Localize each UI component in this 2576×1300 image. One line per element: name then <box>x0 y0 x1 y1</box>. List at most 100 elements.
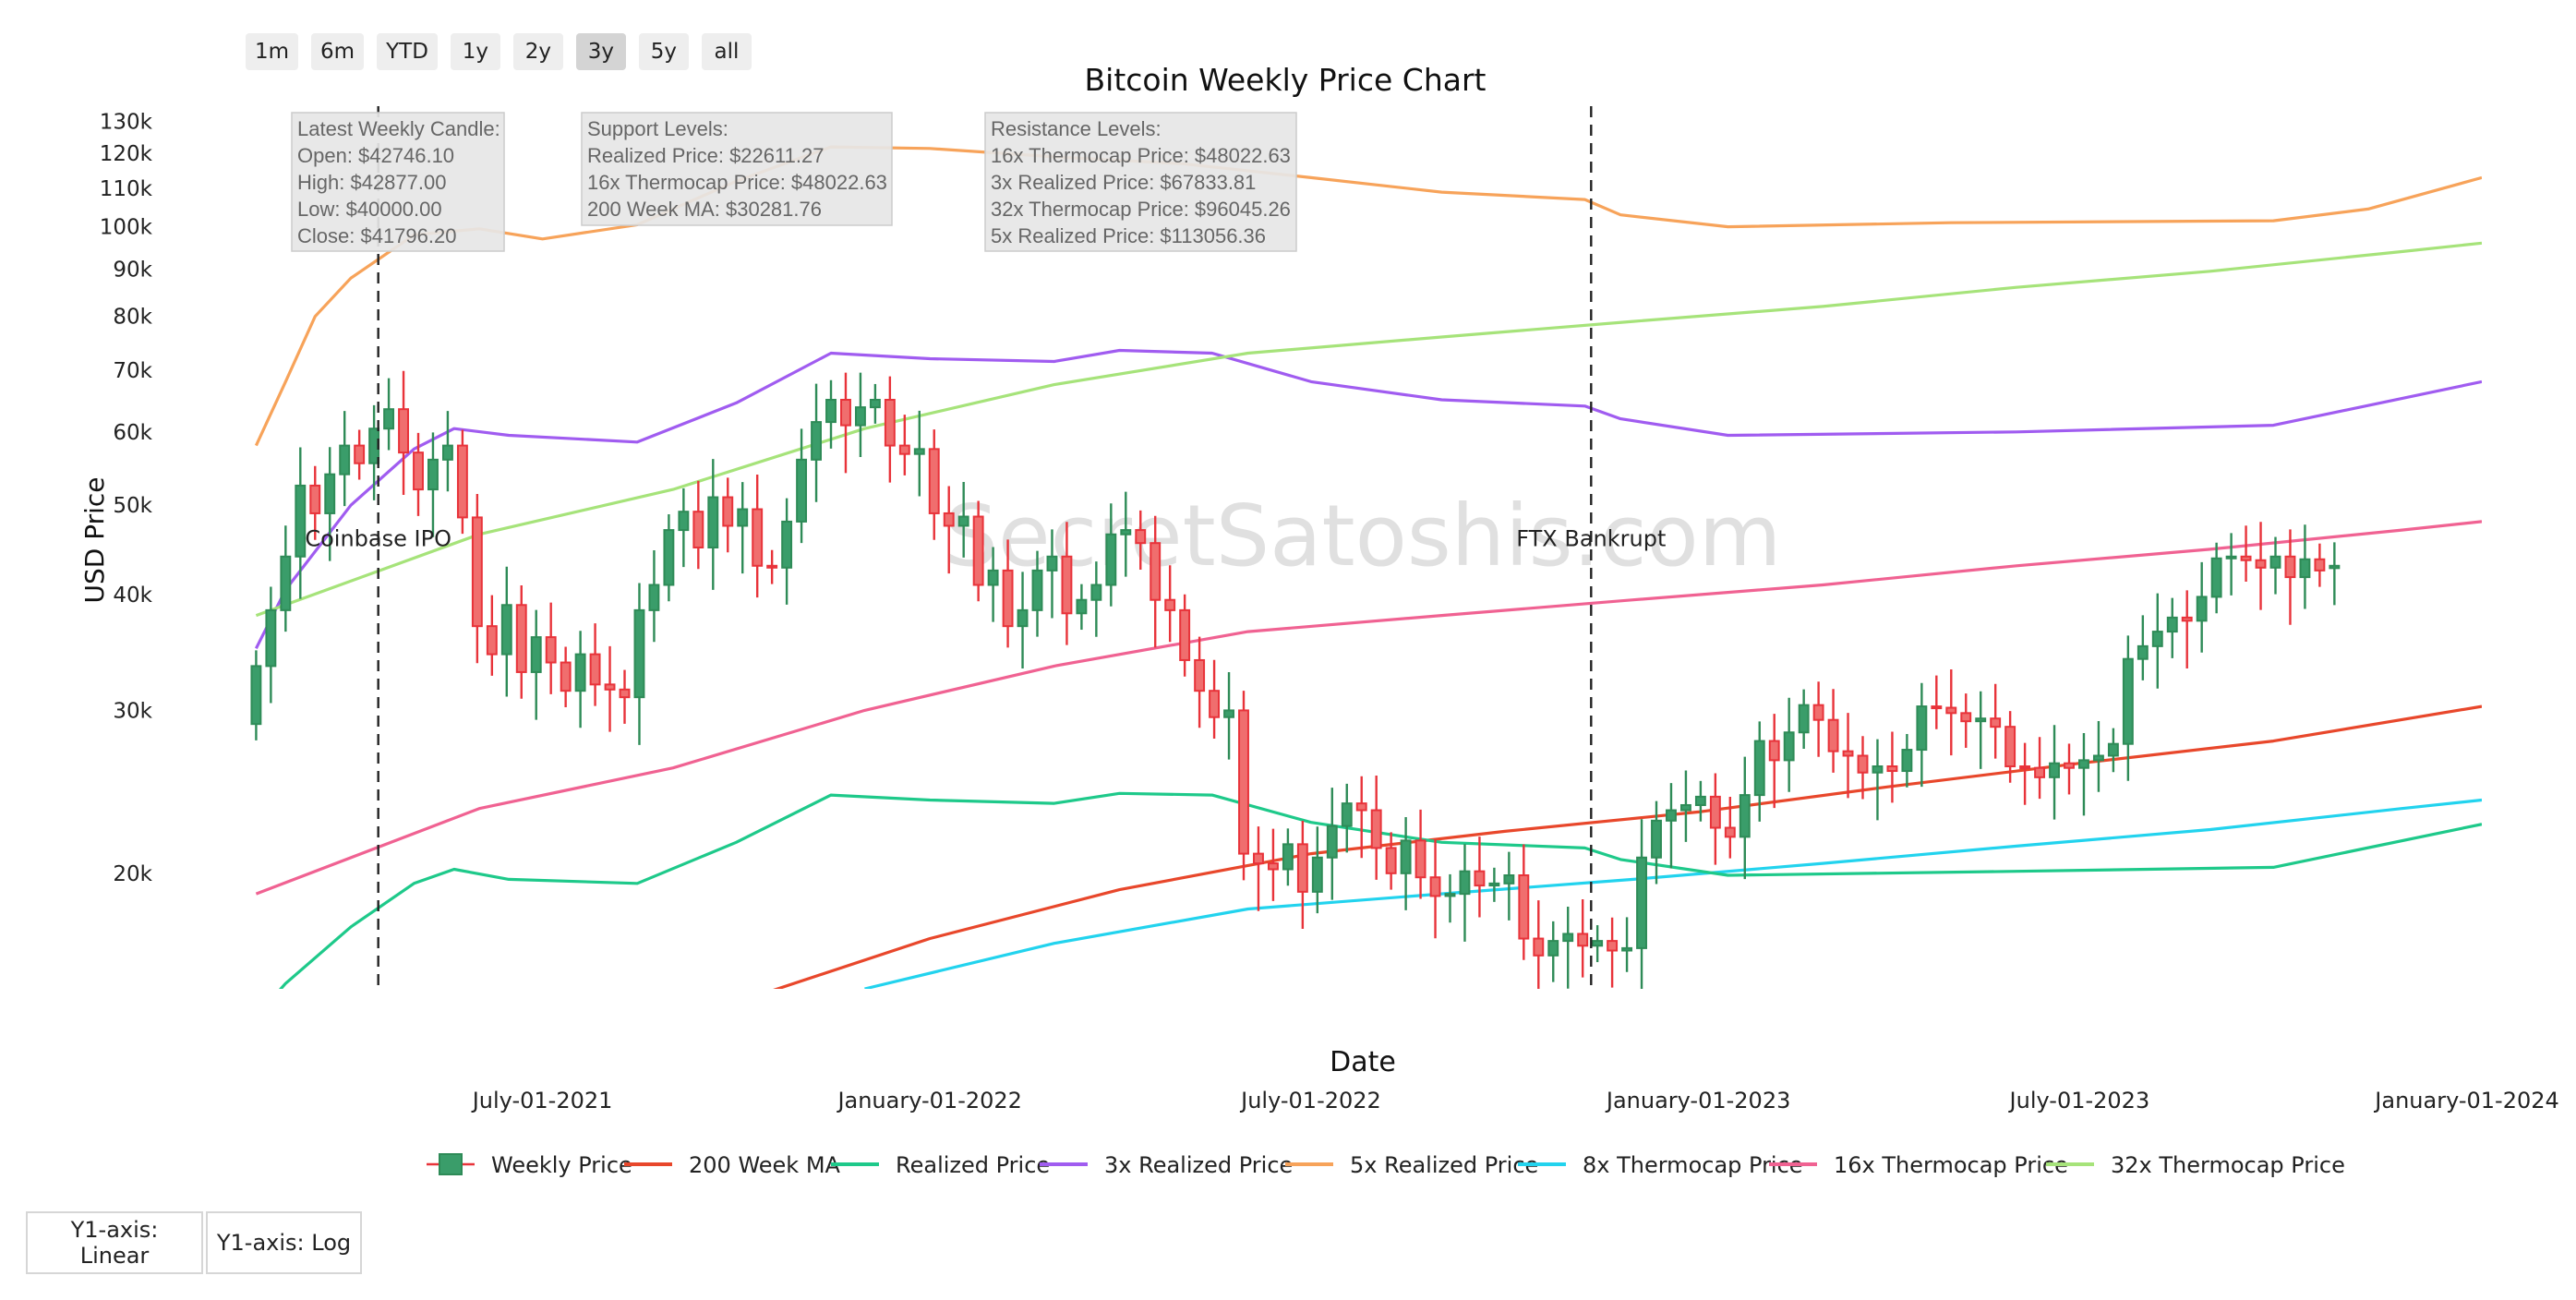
range-button-1m[interactable]: 1m <box>246 33 299 70</box>
candle-body <box>2019 765 2031 770</box>
candle-body <box>1724 826 1736 838</box>
resistance-levels-title: Resistance Levels: <box>991 117 1162 140</box>
latest-candle-line: Low: $40000.00 <box>297 198 442 221</box>
candle <box>1444 873 1456 923</box>
candle-body <box>1179 608 1191 661</box>
candle <box>574 631 586 728</box>
candle <box>2196 561 2208 653</box>
candle-body <box>928 448 940 514</box>
candle <box>648 550 660 643</box>
candle-body <box>441 444 453 461</box>
candle-body <box>309 484 321 514</box>
range-button-1y[interactable]: 1y <box>450 33 500 70</box>
candle <box>2284 529 2296 625</box>
y-axis-log-button[interactable]: Y1-axis: Log <box>206 1211 362 1274</box>
candle <box>280 525 292 632</box>
candle-body <box>722 496 734 527</box>
candle <box>1739 756 1751 880</box>
candle-body <box>1311 856 1323 893</box>
range-button-3y[interactable]: 3y <box>575 33 626 70</box>
candle-body <box>324 473 336 514</box>
candle-body <box>1562 933 1574 943</box>
y-axis-linear-button[interactable]: Y1-axis: Linear <box>26 1211 203 1274</box>
candle-body <box>1385 847 1397 874</box>
range-button-5y[interactable]: 5y <box>638 33 689 70</box>
candle <box>1842 713 1854 799</box>
candle <box>1666 783 1677 869</box>
candle <box>1459 844 1471 942</box>
candle-body <box>1990 717 2002 728</box>
candle-body <box>884 399 896 447</box>
candle-body <box>1120 529 1132 536</box>
y-tick-label: 40k <box>113 584 152 608</box>
candle <box>1090 561 1102 637</box>
candle <box>295 447 307 599</box>
candle <box>383 378 395 451</box>
candle <box>1031 550 1043 637</box>
candle-body <box>1636 856 1647 949</box>
candle <box>1076 584 1088 631</box>
candle <box>354 429 366 480</box>
resistance-level-line: 5x Realized Price: $113056.36 <box>991 224 1266 247</box>
candle <box>1768 714 1780 809</box>
candle-body <box>560 661 572 692</box>
candle-body <box>1429 876 1441 897</box>
candle-body <box>1503 874 1515 885</box>
candle <box>692 480 704 570</box>
candle-body <box>752 508 764 567</box>
range-button-2y[interactable]: 2y <box>512 33 563 70</box>
candle-body <box>2137 644 2149 660</box>
y-tick-label: 20k <box>113 862 152 886</box>
legend-label: 200 Week MA <box>689 1152 841 1178</box>
candle <box>2329 542 2341 606</box>
candle-body <box>1253 852 1264 865</box>
candle <box>2314 543 2326 587</box>
candle-body <box>1577 933 1589 947</box>
candle-body <box>530 636 542 673</box>
candle <box>309 465 321 540</box>
candle <box>1179 594 1191 677</box>
candle <box>1017 572 1029 669</box>
candle-body <box>1872 765 1884 774</box>
candle-body <box>1002 569 1014 628</box>
candle <box>2225 533 2237 596</box>
candle <box>840 372 851 474</box>
candle-body <box>2269 555 2281 569</box>
candle-body <box>2107 742 2119 757</box>
candle <box>486 595 498 676</box>
range-button-6m[interactable]: 6m <box>311 33 365 70</box>
candle <box>1061 522 1073 645</box>
range-button-ytd[interactable]: YTD <box>377 33 438 70</box>
candle <box>2137 615 2149 680</box>
support-level-line: 200 Week MA: $30281.76 <box>587 198 822 221</box>
candle <box>825 379 837 449</box>
candle <box>2034 737 2046 800</box>
candle <box>987 547 999 622</box>
candle <box>854 372 866 458</box>
candle-body <box>1857 754 1869 774</box>
candle <box>2092 720 2104 792</box>
candle-body <box>383 408 395 430</box>
candle <box>1414 809 1426 899</box>
candle-body <box>1533 937 1545 957</box>
candle-body <box>2225 555 2237 560</box>
candle-body <box>1488 882 1500 887</box>
candle-body <box>1768 740 1780 762</box>
y-tick-label: 50k <box>113 494 152 518</box>
candle-body <box>619 688 631 699</box>
y-tick-label: 30k <box>113 699 152 723</box>
candle-body <box>1960 712 1972 723</box>
range-button-all[interactable]: all <box>701 33 752 70</box>
candle-body <box>456 444 468 519</box>
series-line-thermo16x <box>255 520 2482 896</box>
candle <box>1311 826 1323 914</box>
candle-body <box>1886 765 1898 773</box>
candle <box>1282 828 1294 886</box>
chart-title: Bitcoin Weekly Price Chart <box>1085 62 1487 98</box>
candle-body <box>1798 704 1810 734</box>
legend-item-thermo8x: 8x Thermocap Price <box>1518 1152 1803 1178</box>
candle <box>1296 821 1308 929</box>
candle-body <box>766 564 778 569</box>
candle-body <box>471 516 483 628</box>
